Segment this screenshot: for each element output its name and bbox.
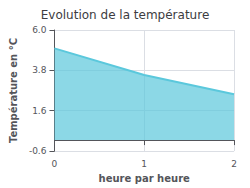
svg-text:Température en °C: Température en °C (8, 38, 19, 143)
svg-text:6.0: 6.0 (32, 25, 47, 35)
svg-text:1.6: 1.6 (32, 106, 47, 116)
svg-text:2: 2 (231, 159, 237, 169)
svg-text:heure par heure: heure par heure (99, 173, 190, 184)
svg-text:-0.6: -0.6 (29, 146, 47, 156)
svg-text:3.8: 3.8 (32, 65, 47, 75)
svg-text:Evolution de la température: Evolution de la température (41, 8, 210, 22)
svg-text:0: 0 (52, 159, 58, 169)
svg-text:1: 1 (141, 159, 147, 169)
